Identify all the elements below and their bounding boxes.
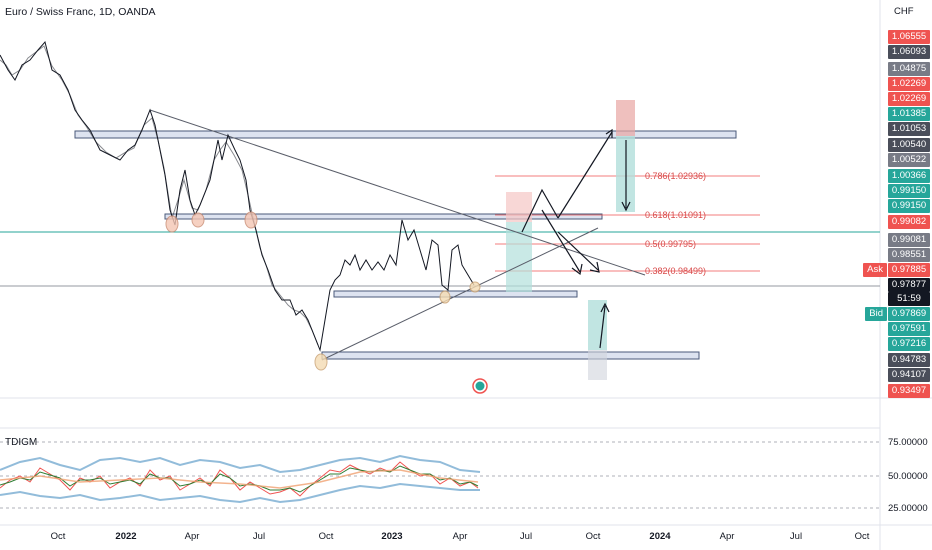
price-badge: 0.98551 <box>888 248 930 262</box>
time-axis-label: 2022 <box>115 531 137 542</box>
price-badge: 0.97885 <box>888 263 930 277</box>
price-badge: 1.02269 <box>888 92 930 106</box>
indicator-name[interactable]: TDIGM <box>5 437 38 448</box>
chart-title[interactable]: Euro / Swiss Franc, 1D, OANDA <box>5 6 156 18</box>
price-badge: 1.00540 <box>888 138 930 152</box>
long-position-risk[interactable] <box>588 350 607 380</box>
support-zone-low[interactable] <box>333 290 578 298</box>
price-badge: 1.01385 <box>888 107 930 121</box>
descending-trendline[interactable] <box>149 109 646 276</box>
price-badge: 0.97591 <box>888 322 930 336</box>
short-position-reward-1[interactable] <box>506 222 532 292</box>
price-candles-noise <box>0 45 319 346</box>
price-badge: 0.97216 <box>888 337 930 351</box>
price-badge: 0.97877 <box>888 278 930 292</box>
fib-label-0786: 0.786(1.02936) <box>645 171 707 181</box>
time-axis-label: Apr <box>184 531 200 542</box>
time-axis-label: Oct <box>318 531 334 542</box>
time-axis-label: 2023 <box>381 531 403 542</box>
price-badge: 1.02269 <box>888 77 930 91</box>
price-badge: 1.06093 <box>888 45 930 59</box>
price-badge: 0.97869 <box>888 307 930 321</box>
time-axis-label: Apr <box>719 531 735 542</box>
price-badge: 0.99081 <box>888 233 930 247</box>
time-axis-label: Oct <box>50 531 66 542</box>
price-badge: 0.94107 <box>888 368 930 382</box>
time-axis-label: Oct <box>854 531 870 542</box>
time-axis-label: Jul <box>519 531 533 542</box>
bid-tag: Bid <box>865 307 887 321</box>
ascending-trendline[interactable] <box>321 227 599 361</box>
time-axis-label: Jul <box>789 531 803 542</box>
short-position-risk-2[interactable] <box>616 100 635 136</box>
support-zone-mid[interactable] <box>164 213 603 220</box>
tdigm-indicator <box>0 441 880 509</box>
indicator-level-50: 50.00000 <box>888 471 928 482</box>
projected-path-arrows[interactable] <box>521 128 631 349</box>
price-badge: 1.04875 <box>888 62 930 76</box>
time-axis-label: Oct <box>585 531 601 542</box>
price-badge: 0.99150 <box>888 184 930 198</box>
support-zone-bottom[interactable] <box>321 351 700 360</box>
price-badge: 1.00366 <box>888 169 930 183</box>
price-badge: 51:59 <box>888 292 930 306</box>
price-badge: 0.93497 <box>888 384 930 398</box>
price-badge: 0.94783 <box>888 353 930 367</box>
indicator-level-75: 75.00000 <box>888 437 928 448</box>
time-axis-label: Apr <box>452 531 468 542</box>
ask-tag: Ask <box>863 263 887 277</box>
short-position-risk-1[interactable] <box>506 192 532 222</box>
time-axis-label: Jul <box>252 531 266 542</box>
indicator-level-25: 25.00000 <box>888 503 928 514</box>
long-position-reward[interactable] <box>588 300 607 350</box>
price-candles <box>0 40 475 352</box>
currency-label: CHF <box>894 6 914 17</box>
alert-marker-inner <box>475 381 485 391</box>
swing-markers <box>165 211 481 371</box>
fib-label-0382: 0.382(0.98499) <box>645 266 707 276</box>
price-badge: 0.99150 <box>888 199 930 213</box>
price-badge: 1.01053 <box>888 122 930 136</box>
pane-gap <box>0 398 932 428</box>
time-axis-label: 2024 <box>649 531 671 542</box>
price-badge: 0.99082 <box>888 215 930 229</box>
price-badge: 1.00522 <box>888 153 930 167</box>
price-badge: 1.06555 <box>888 30 930 44</box>
resistance-zone-top[interactable] <box>74 130 737 139</box>
fib-label-05: 0.5(0.99795) <box>645 239 697 249</box>
fib-label-0618: 0.618(1.01091) <box>645 210 707 220</box>
